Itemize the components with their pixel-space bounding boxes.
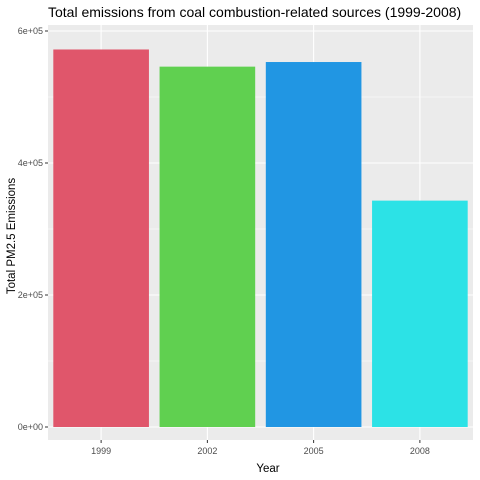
bar [265,62,362,428]
y-axis-label: Total PM2.5 Emissions [6,178,18,295]
bar [159,66,256,427]
x-tick-label: 2002 [197,446,217,456]
y-tick-label: 0e+00 [18,422,43,432]
y-tick-label: 2e+05 [18,290,43,300]
bar [372,200,468,427]
y-axis: 0e+00 2e+05 4e+05 6e+05 [18,26,48,432]
chart-title: Total emissions from coal combustion-rel… [48,4,461,20]
bar [53,49,149,427]
x-axis: 1999 2002 2005 2008 [91,440,430,456]
x-tick-label: 1999 [91,446,111,456]
y-tick-label: 6e+05 [18,26,43,36]
x-tick-label: 2005 [304,446,324,456]
x-axis-label: Year [256,463,279,475]
y-tick-label: 4e+05 [18,158,43,168]
x-tick-label: 2008 [410,446,430,456]
bars [53,49,468,428]
